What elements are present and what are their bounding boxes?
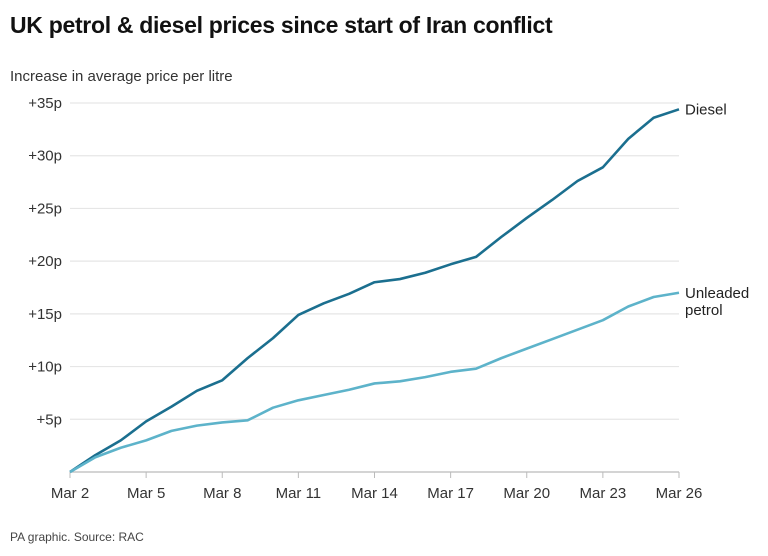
- source-note: PA graphic. Source: RAC: [10, 530, 144, 544]
- x-tick-label: Mar 20: [503, 485, 550, 502]
- x-tick-label: Mar 5: [127, 485, 165, 502]
- y-tick-label: +15p: [28, 306, 62, 323]
- series-label: petrol: [685, 302, 723, 319]
- x-tick-label: Mar 23: [580, 485, 627, 502]
- x-tick-label: Mar 14: [351, 485, 398, 502]
- series-label: Diesel: [685, 101, 727, 118]
- x-tick-label: Mar 2: [51, 485, 89, 502]
- y-tick-label: +10p: [28, 359, 62, 376]
- series-label: Unleaded: [685, 285, 749, 302]
- y-tick-label: +25p: [28, 200, 62, 217]
- x-tick-label: Mar 17: [427, 485, 474, 502]
- y-tick-label: +5p: [37, 411, 62, 428]
- y-tick-label: +35p: [28, 95, 62, 112]
- chart-title: UK petrol & diesel prices since start of…: [10, 12, 553, 38]
- x-tick-label: Mar 26: [656, 485, 703, 502]
- x-tick-label: Mar 11: [276, 485, 322, 502]
- y-axis-label: Increase in average price per litre: [10, 68, 233, 85]
- series-line-unleaded-petrol: [69, 291, 680, 474]
- series-line-diesel: [69, 108, 680, 474]
- x-tick-label: Mar 8: [203, 485, 241, 502]
- y-tick-label: +20p: [28, 253, 62, 270]
- y-tick-label: +30p: [28, 148, 62, 165]
